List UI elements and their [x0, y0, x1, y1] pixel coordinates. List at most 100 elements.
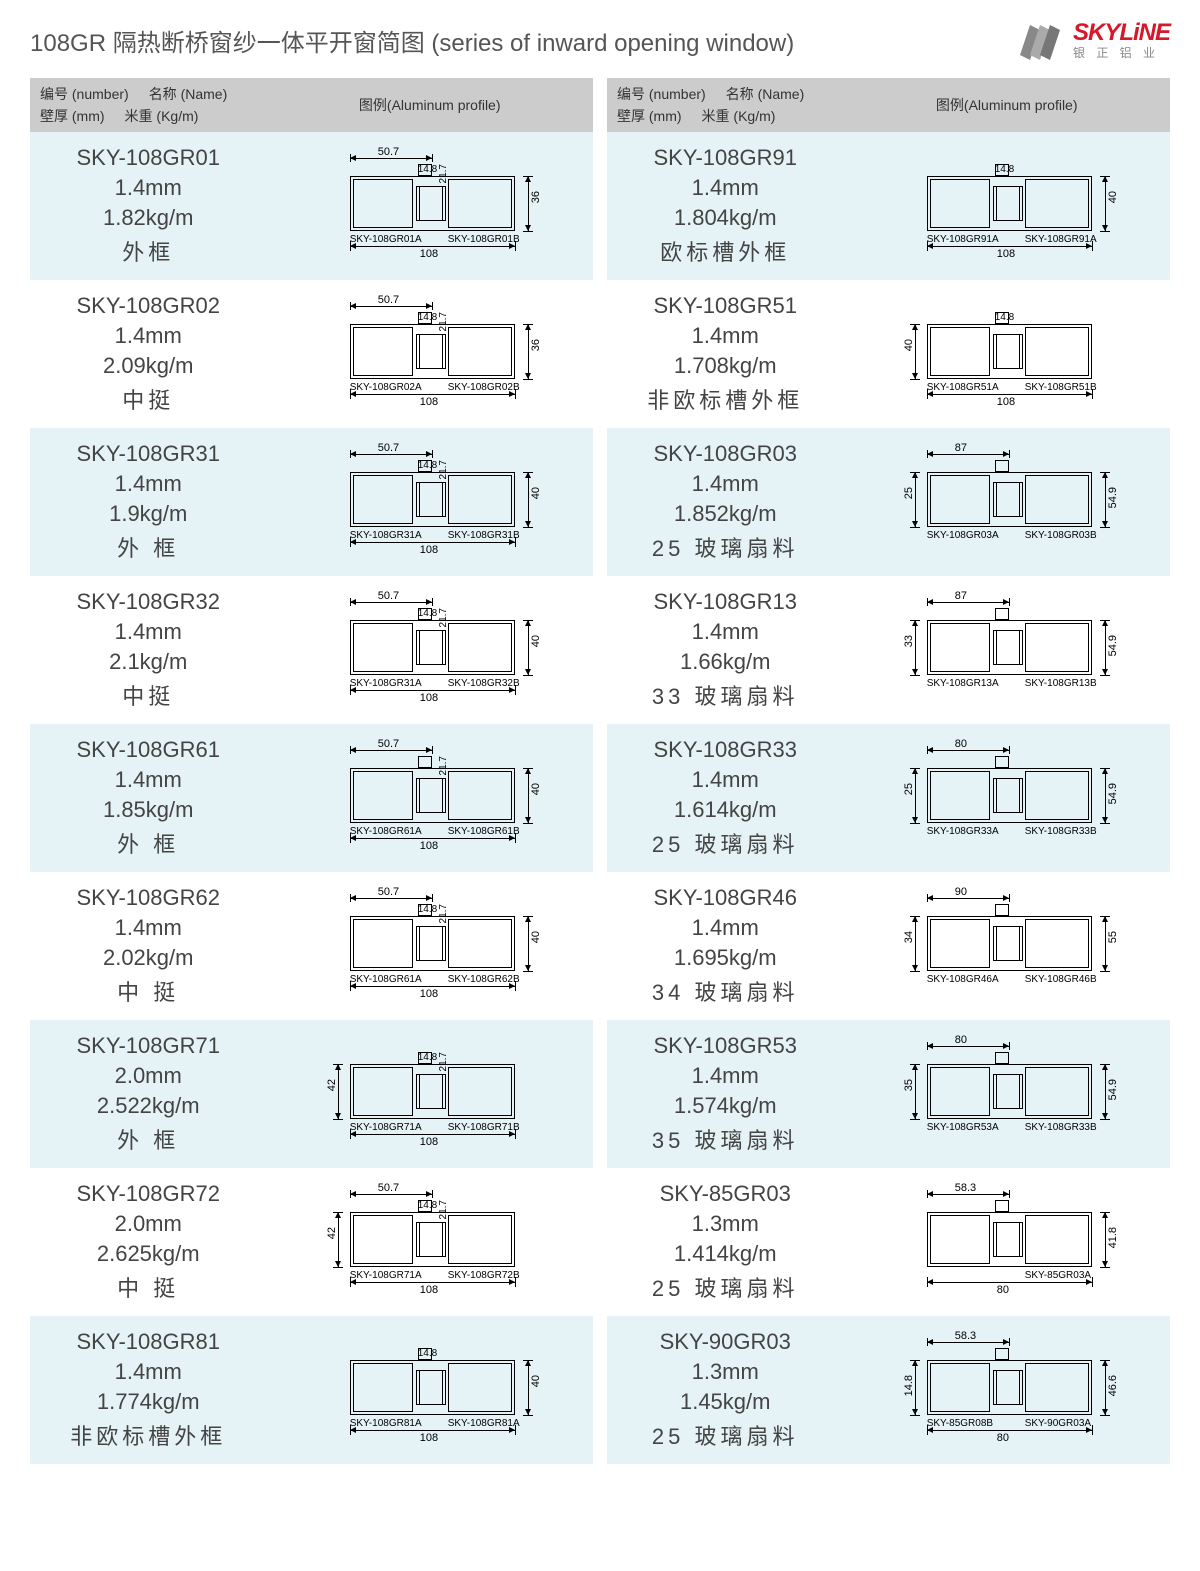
profile-thickness: 1.4mm	[115, 471, 182, 497]
profile-weight: 1.414kg/m	[674, 1241, 777, 1267]
column-right: 编号 (number) 名称 (Name) 壁厚 (mm) 米重 (Kg/m) …	[607, 78, 1170, 1464]
profile-diagram-cell: 14.8 108 40 SKY-108GR91A SKY-108GR91A	[843, 132, 1170, 280]
profile-thickness: 1.4mm	[115, 767, 182, 793]
profile-info: SKY-108GR01 1.4mm 1.82kg/m 外框	[30, 132, 266, 280]
profile-row: SKY-108GR81 1.4mm 1.774kg/m 非欧标槽外框 14.8 …	[30, 1316, 593, 1464]
profile-name: 25 玻璃扇料	[652, 531, 799, 563]
profile-diagram: 50.7 14.8 21.7 108 40 SKY-108GR31A SKY-1…	[320, 590, 540, 710]
profile-number: SKY-108GR01	[76, 145, 220, 171]
hdr-profile: 图例(Aluminum profile)	[266, 78, 593, 132]
profile-diagram: 87 54.9 33 SKY-108GR13A SKY-108GR13B	[897, 590, 1117, 710]
profile-thickness: 2.0mm	[115, 1063, 182, 1089]
hdr-wt: 米重 (Kg/m)	[125, 106, 199, 126]
hdr-num: 编号 (number)	[617, 84, 706, 104]
profile-number: SKY-108GR81	[76, 1329, 220, 1355]
profile-thickness: 1.4mm	[115, 175, 182, 201]
profile-weight: 2.09kg/m	[103, 353, 194, 379]
profile-row: SKY-90GR03 1.3mm 1.45kg/m 25 玻璃扇料 58.3	[607, 1316, 1170, 1464]
page-header: 108GR 隔热断桥窗纱一体平开窗简图 (series of inward op…	[30, 20, 1170, 60]
column-header: 编号 (number) 名称 (Name) 壁厚 (mm) 米重 (Kg/m) …	[607, 78, 1170, 132]
profile-weight: 1.774kg/m	[97, 1389, 200, 1415]
profile-diagram-cell: 87 54.9 33 SKY-108GR13A SKY-108GR13B	[843, 576, 1170, 724]
profile-row: SKY-108GR62 1.4mm 2.02kg/m 中 挺 50.7 14.8	[30, 872, 593, 1020]
profile-weight: 1.9kg/m	[109, 501, 187, 527]
profile-diagram-cell: 50.7 21.7 108 40 SKY-108GR61A SKY-108GR6…	[266, 724, 593, 872]
profile-diagram-cell: 80 54.9 25 SKY-108GR33A SKY-108GR33B	[843, 724, 1170, 872]
profile-thickness: 1.4mm	[692, 1063, 759, 1089]
profile-name: 34 玻璃扇料	[652, 975, 799, 1007]
profile-thickness: 1.4mm	[692, 619, 759, 645]
profile-weight: 1.804kg/m	[674, 205, 777, 231]
profile-diagram: 90 55 34 SKY-108GR46A SKY-108GR46B	[897, 886, 1117, 1006]
profile-row: SKY-108GR02 1.4mm 2.09kg/m 中挺 50.7 14.8	[30, 280, 593, 428]
profile-name: 中挺	[122, 383, 174, 415]
hdr-name: 名称 (Name)	[149, 84, 228, 104]
profile-info: SKY-108GR33 1.4mm 1.614kg/m 25 玻璃扇料	[607, 724, 843, 872]
profile-diagram-cell: 80 54.9 35 SKY-108GR53A SKY-108GR33B	[843, 1020, 1170, 1168]
profile-number: SKY-108GR32	[76, 589, 220, 615]
profile-diagram: 58.3 80 41.8 SKY-85GR03A	[897, 1182, 1117, 1302]
profile-diagram: 14.8 108 40 SKY-108GR91A SKY-108GR91A	[897, 146, 1117, 266]
profile-thickness: 1.4mm	[692, 915, 759, 941]
profile-name: 25 玻璃扇料	[652, 1419, 799, 1451]
logo-main: SKYLiNE	[1073, 21, 1170, 45]
profile-number: SKY-108GR72	[76, 1181, 220, 1207]
profile-row: SKY-108GR71 2.0mm 2.522kg/m 外 框 14.8 21.…	[30, 1020, 593, 1168]
profile-diagram-cell: 50.7 14.8 21.7 108 40 SKY-108GR61A SKY-1…	[266, 872, 593, 1020]
profile-diagram: 14.8 108 40 SKY-108GR81A SKY-108GR81A	[320, 1330, 540, 1450]
profile-row: SKY-108GR72 2.0mm 2.625kg/m 中 挺 50.7 14.…	[30, 1168, 593, 1316]
profile-thickness: 1.4mm	[115, 1359, 182, 1385]
profile-diagram: 50.7 14.8 21.7 108 42 SKY-108GR71A SKY-1…	[320, 1182, 540, 1302]
profile-diagram: 87 54.9 25 SKY-108GR03A SKY-108GR03B	[897, 442, 1117, 562]
profile-number: SKY-85GR03	[660, 1181, 791, 1207]
profile-weight: 2.02kg/m	[103, 945, 194, 971]
profile-row: SKY-108GR32 1.4mm 2.1kg/m 中挺 50.7 14.8	[30, 576, 593, 724]
profile-weight: 1.708kg/m	[674, 353, 777, 379]
profile-diagram-cell: 50.7 14.8 21.7 108 40 SKY-108GR31A SKY-1…	[266, 576, 593, 724]
profile-weight: 1.852kg/m	[674, 501, 777, 527]
profile-info: SKY-85GR03 1.3mm 1.414kg/m 25 玻璃扇料	[607, 1168, 843, 1316]
profile-name: 33 玻璃扇料	[652, 679, 799, 711]
profile-diagram: 80 54.9 35 SKY-108GR53A SKY-108GR33B	[897, 1034, 1117, 1154]
profile-row: SKY-108GR46 1.4mm 1.695kg/m 34 玻璃扇料 90	[607, 872, 1170, 1020]
profile-number: SKY-108GR71	[76, 1033, 220, 1059]
profile-name: 外 框	[117, 827, 179, 859]
profile-row: SKY-108GR03 1.4mm 1.852kg/m 25 玻璃扇料 87	[607, 428, 1170, 576]
profile-weight: 1.695kg/m	[674, 945, 777, 971]
profile-diagram-cell: 14.8 108 40 SKY-108GR51A SKY-108GR51B	[843, 280, 1170, 428]
profile-thickness: 1.3mm	[692, 1211, 759, 1237]
profile-weight: 1.82kg/m	[103, 205, 194, 231]
logo-icon	[1015, 20, 1065, 60]
logo-sub: 银 正 铝 业	[1073, 47, 1170, 59]
profile-name: 外 框	[117, 531, 179, 563]
profile-weight: 2.625kg/m	[97, 1241, 200, 1267]
profile-diagram: 50.7 14.8 21.7 108 36 SKY-108GR01A SKY-1…	[320, 146, 540, 266]
profile-diagram-cell: 58.3 80 46.6 14.8 SKY-85GR08B SKY-90GR03…	[843, 1316, 1170, 1464]
profile-number: SKY-108GR62	[76, 885, 220, 911]
page-title: 108GR 隔热断桥窗纱一体平开窗简图 (series of inward op…	[30, 23, 794, 58]
profile-name: 非欧标槽外框	[647, 383, 803, 415]
profile-number: SKY-108GR51	[653, 293, 797, 319]
profile-thickness: 1.4mm	[692, 471, 759, 497]
profile-weight: 2.522kg/m	[97, 1093, 200, 1119]
profile-name: 非欧标槽外框	[70, 1419, 226, 1451]
profile-weight: 1.85kg/m	[103, 797, 194, 823]
profile-thickness: 1.4mm	[692, 175, 759, 201]
profile-diagram-cell: 58.3 80 41.8 SKY-85GR03A	[843, 1168, 1170, 1316]
hdr-profile: 图例(Aluminum profile)	[843, 78, 1170, 132]
profile-diagram-cell: 14.8 21.7 108 42 SKY-108GR71A SKY-108GR7…	[266, 1020, 593, 1168]
profile-info: SKY-108GR53 1.4mm 1.574kg/m 35 玻璃扇料	[607, 1020, 843, 1168]
profile-number: SKY-108GR13	[653, 589, 797, 615]
profile-row: SKY-108GR31 1.4mm 1.9kg/m 外 框 50.7 14.8	[30, 428, 593, 576]
page: 108GR 隔热断桥窗纱一体平开窗简图 (series of inward op…	[0, 0, 1200, 1484]
profile-info: SKY-108GR62 1.4mm 2.02kg/m 中 挺	[30, 872, 266, 1020]
profile-info: SKY-108GR72 2.0mm 2.625kg/m 中 挺	[30, 1168, 266, 1316]
columns: 编号 (number) 名称 (Name) 壁厚 (mm) 米重 (Kg/m) …	[30, 78, 1170, 1464]
profile-info: SKY-90GR03 1.3mm 1.45kg/m 25 玻璃扇料	[607, 1316, 843, 1464]
profile-name: 欧标槽外框	[660, 235, 790, 267]
profile-info: SKY-108GR32 1.4mm 2.1kg/m 中挺	[30, 576, 266, 724]
profile-number: SKY-108GR61	[76, 737, 220, 763]
profile-info: SKY-108GR03 1.4mm 1.852kg/m 25 玻璃扇料	[607, 428, 843, 576]
hdr-thk: 壁厚 (mm)	[617, 106, 682, 126]
profile-diagram-cell: 50.7 14.8 21.7 108 40 SKY-108GR31A SKY-1…	[266, 428, 593, 576]
